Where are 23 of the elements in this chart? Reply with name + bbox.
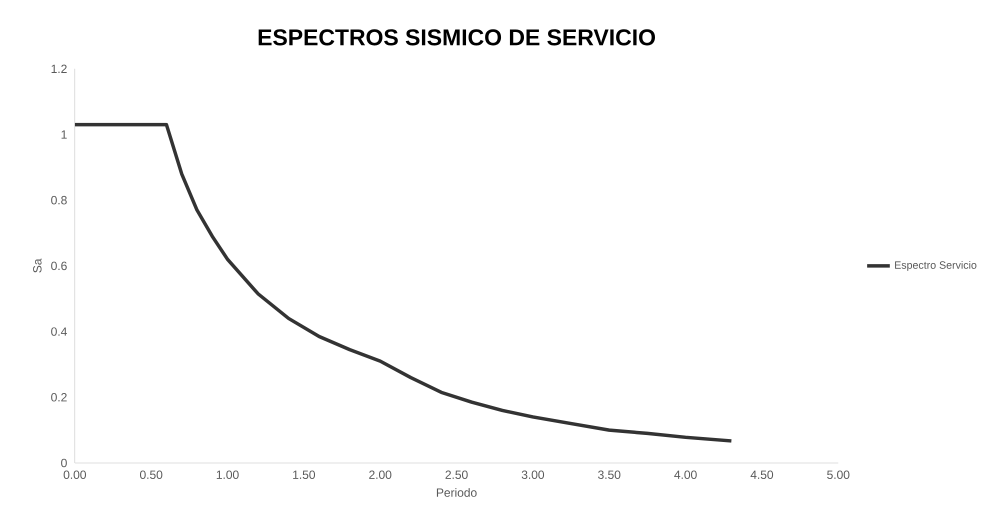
chart-title: ESPECTROS SISMICO DE SERVICIO [258,29,655,46]
y-axis-title: Sa [33,258,42,273]
x-tick-label: 3.50 [598,470,620,479]
x-tick-label: 4.00 [674,470,697,479]
y-tick-label: 0.8 [51,196,67,204]
x-tick-label: 0.50 [140,470,162,479]
x-tick-label: 2.50 [446,470,468,479]
x-tick-label: 1.50 [293,470,316,479]
y-tick-label: 1.2 [52,64,67,73]
y-tick-label: 0 [61,458,67,468]
y-tick-label: 0.4 [51,327,67,336]
x-tick-label: 4.50 [750,470,774,479]
x-tick-label: 2.00 [369,470,392,479]
x-tick-label: 0.00 [64,470,86,479]
x-tick-label: 1.00 [216,470,239,479]
x-tick-label: 5.00 [827,470,850,479]
y-tick-label: 1 [62,130,67,139]
line-series [74,122,734,443]
x-axis-title: Periodo [436,488,477,497]
y-tick-label: 0.2 [51,393,67,402]
legend-label: Espectro Servicio [895,261,976,271]
y-tick-label: 0.6 [51,262,67,270]
x-tick-label: 3.00 [522,470,544,479]
